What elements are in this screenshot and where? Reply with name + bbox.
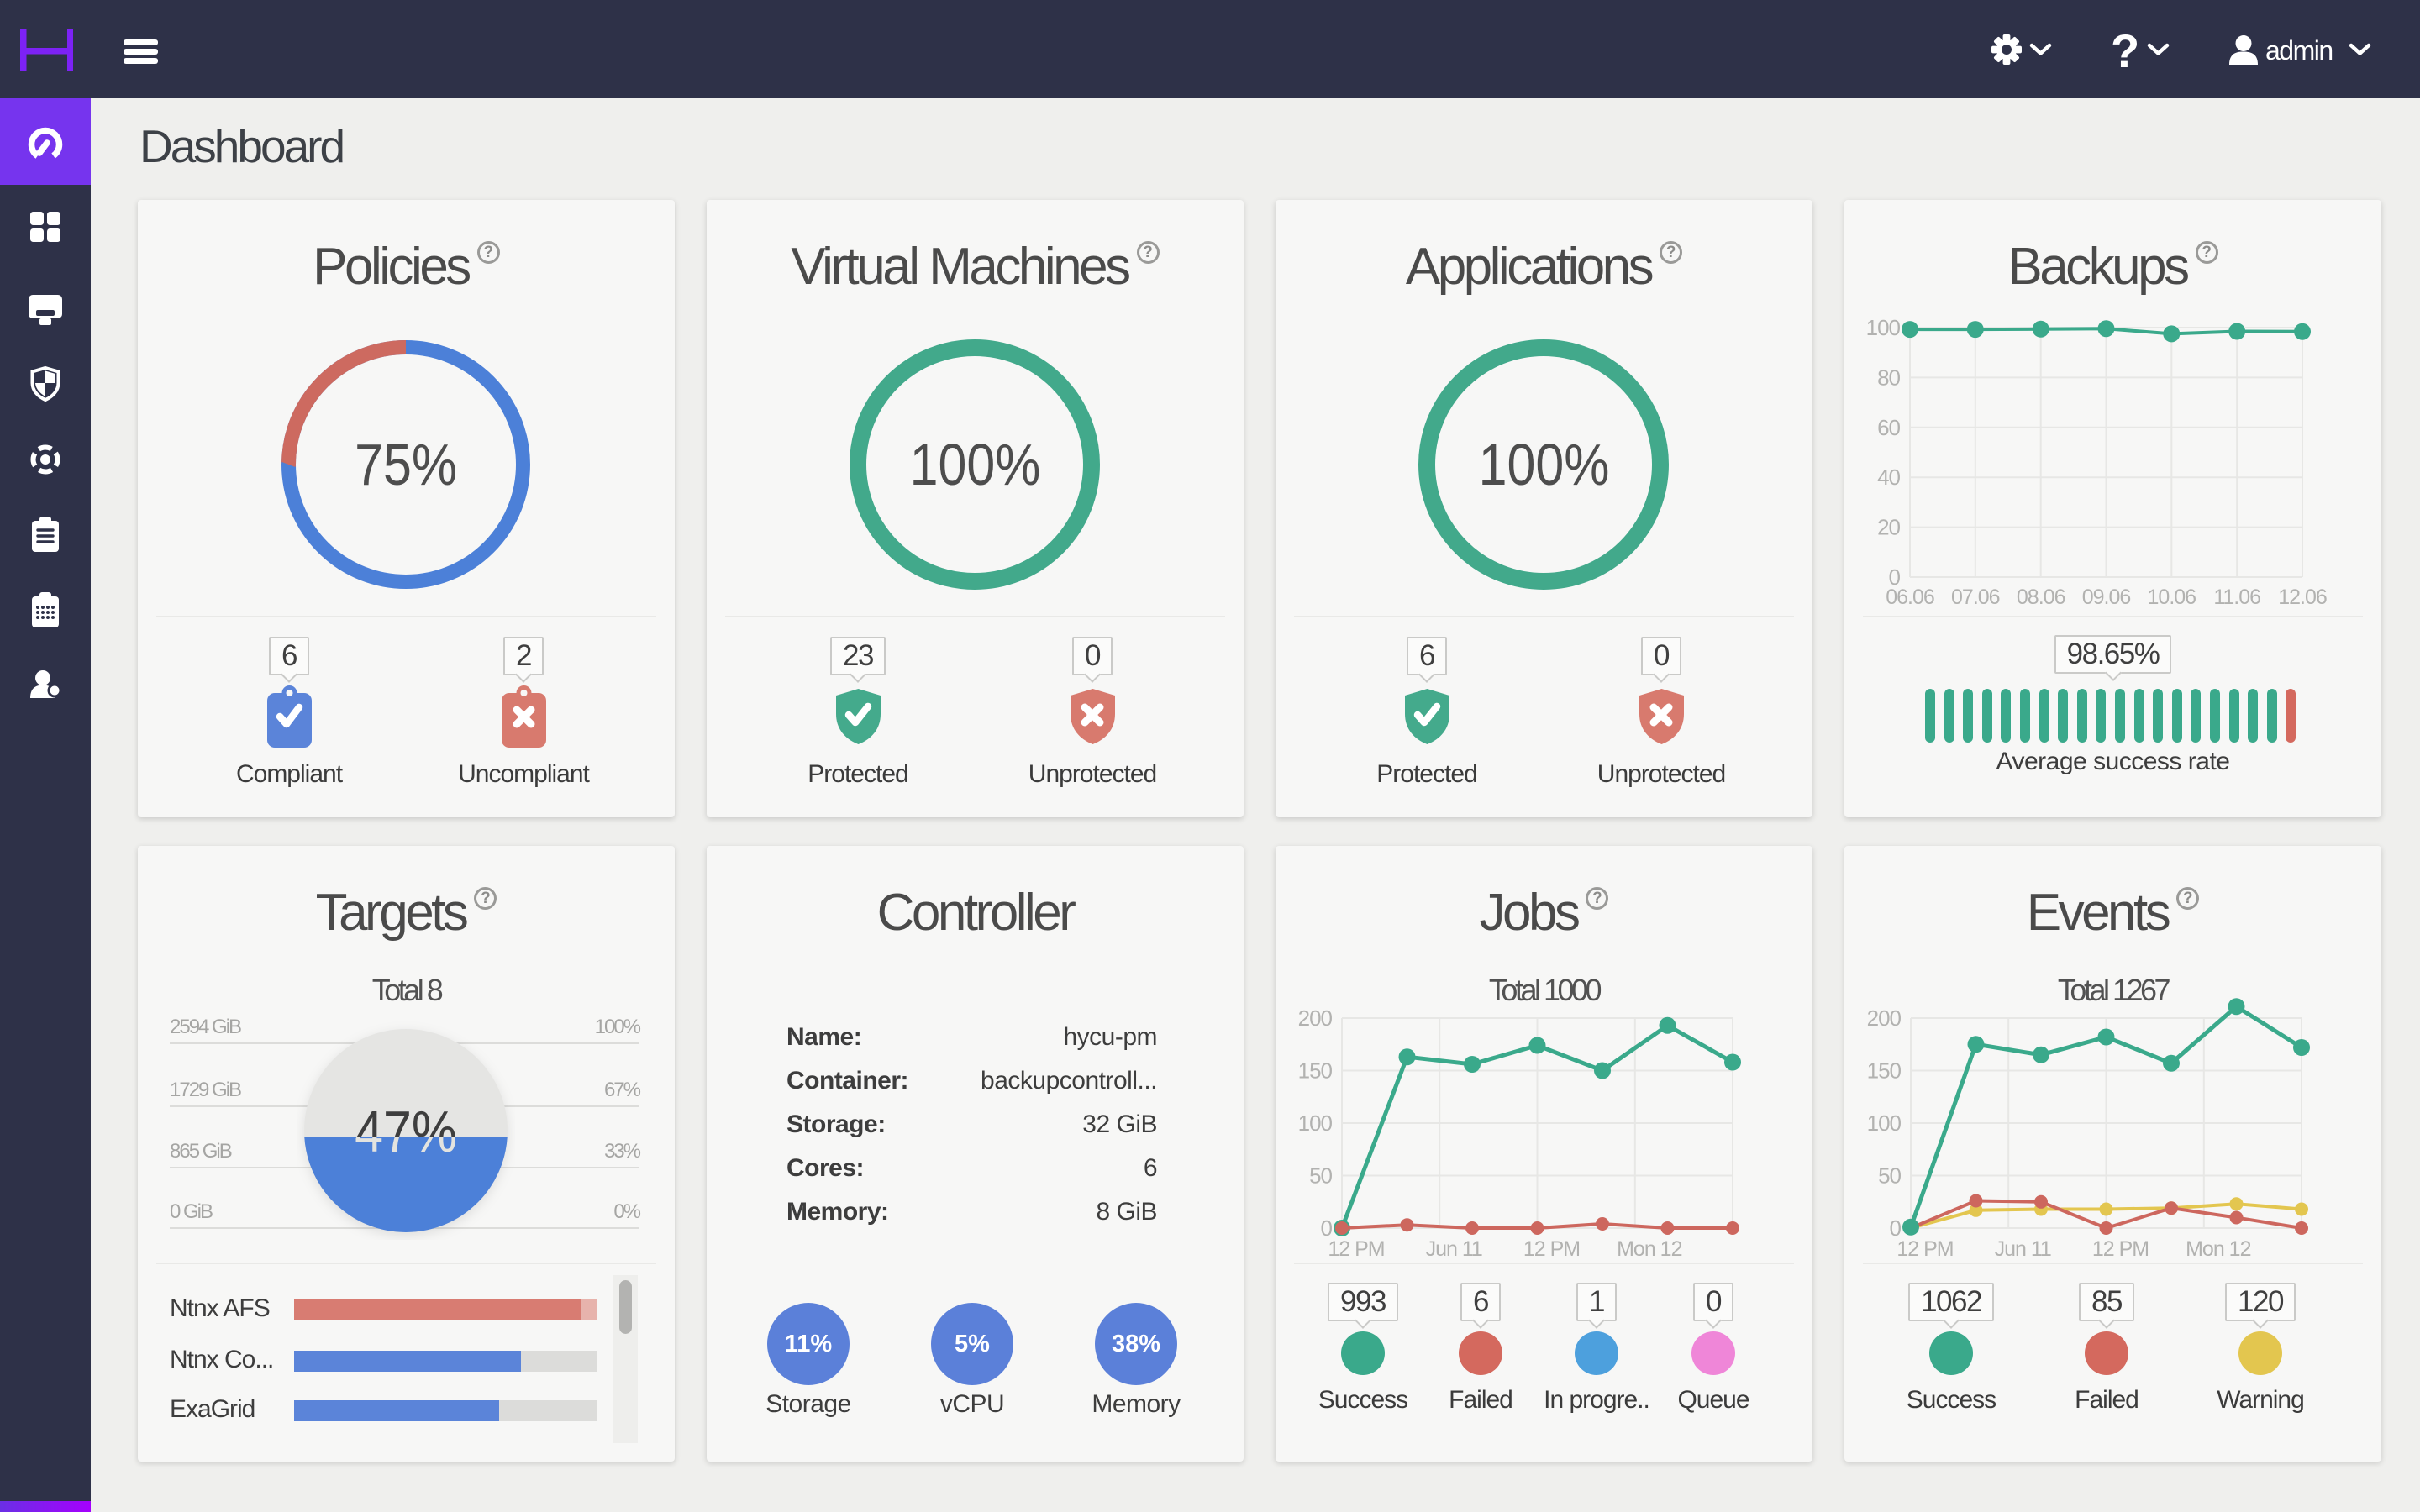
svg-text:admin: admin <box>2265 35 2333 66</box>
svg-text:Mon 12: Mon 12 <box>2186 1237 2250 1261</box>
svg-text:Jun 11: Jun 11 <box>1426 1237 1482 1261</box>
svg-text:150: 150 <box>1867 1058 1902 1084</box>
svg-text:09.06: 09.06 <box>2082 585 2131 609</box>
svg-text:12.06: 12.06 <box>2278 585 2327 609</box>
svg-text:0: 0 <box>1890 1215 1902 1241</box>
svg-text:12 PM: 12 PM <box>1897 1237 1953 1261</box>
svg-text:07.06: 07.06 <box>1951 585 2000 609</box>
svg-text:100: 100 <box>1866 315 1901 340</box>
svg-text:20: 20 <box>1877 515 1900 540</box>
svg-text:50: 50 <box>1309 1163 1332 1189</box>
svg-text:80: 80 <box>1877 365 1900 390</box>
svg-text:Mon 12: Mon 12 <box>1617 1237 1681 1261</box>
svg-text:200: 200 <box>1298 1005 1333 1031</box>
svg-text:100: 100 <box>1298 1110 1333 1136</box>
svg-text:200: 200 <box>1867 1005 1902 1031</box>
svg-text:12 PM: 12 PM <box>1328 1237 1384 1261</box>
svg-text:60: 60 <box>1877 415 1900 440</box>
svg-text:0: 0 <box>1321 1215 1333 1241</box>
svg-text:10.06: 10.06 <box>2148 585 2196 609</box>
svg-text:11.06: 11.06 <box>2213 585 2260 609</box>
svg-text:Jun 11: Jun 11 <box>1995 1237 2051 1261</box>
svg-text:40: 40 <box>1877 465 1900 490</box>
svg-text:?: ? <box>2111 24 2139 77</box>
svg-text:0: 0 <box>1889 564 1901 590</box>
svg-text:08.06: 08.06 <box>2017 585 2065 609</box>
svg-text:06.06: 06.06 <box>1886 585 1934 609</box>
svg-text:12 PM: 12 PM <box>2092 1237 2149 1261</box>
svg-text:50: 50 <box>1878 1163 1901 1189</box>
svg-text:150: 150 <box>1298 1058 1333 1084</box>
svg-text:12 PM: 12 PM <box>1523 1237 1580 1261</box>
svg-text:100: 100 <box>1867 1110 1902 1136</box>
